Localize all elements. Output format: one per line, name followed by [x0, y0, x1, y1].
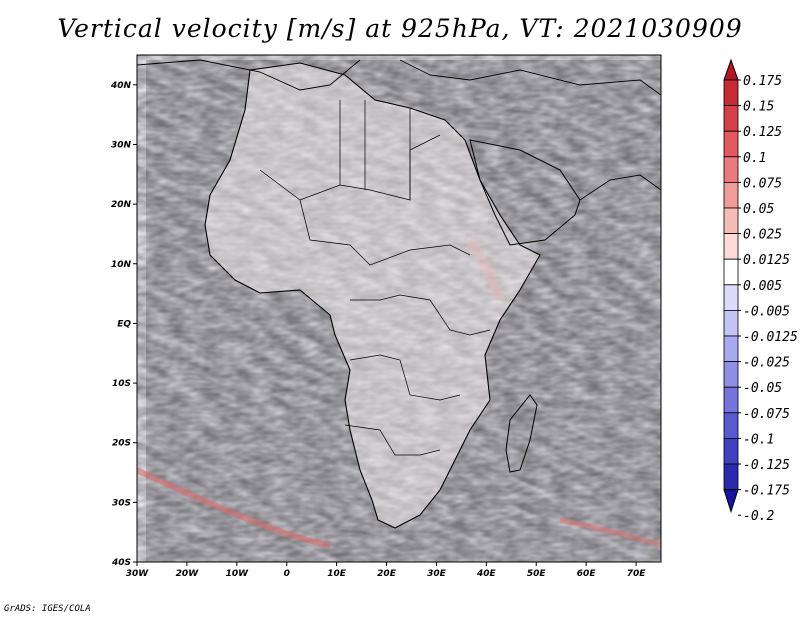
y-tick-label: 10S — [112, 379, 131, 389]
colorbar-swatch — [723, 361, 739, 388]
colorbar-swatch — [723, 463, 739, 491]
colorbar-label: -0.075 — [743, 407, 790, 422]
y-tick-label: 10N — [111, 260, 132, 270]
x-tick-label: 20E — [377, 569, 397, 579]
y-tick-label: 40S — [111, 558, 131, 568]
colorbar-label: 0.025 — [743, 228, 782, 243]
colorbar-swatch — [723, 309, 739, 337]
y-tick-label: 20N — [111, 200, 132, 210]
credit-text: GrADS: IGES/COLA — [4, 604, 91, 614]
country-borders — [259, 100, 491, 456]
y-tick-label: 40N — [110, 81, 132, 91]
colorbar-swatch — [723, 105, 739, 132]
colorbar-swatch — [723, 79, 739, 107]
colorbar-swatch — [723, 156, 739, 183]
colorbar-label: -0.025 — [743, 356, 790, 371]
colorbar-swatch — [723, 335, 739, 363]
colorbar-label: 0.175 — [743, 74, 782, 89]
colorbar-label: -0.175 — [743, 484, 790, 499]
colorbar-label: 0.0125 — [743, 253, 790, 268]
colorbar-swatch — [723, 130, 739, 158]
africa-coastline — [204, 62, 541, 529]
y-tick-label: 30S — [112, 498, 131, 508]
colorbar-bottom-arrow — [723, 489, 739, 514]
colorbar-swatch — [723, 258, 739, 286]
x-axis: 30W 20W 10W 0 10E 20E 30E 40E 50E 60E 70E — [126, 562, 646, 579]
y-axis: 40N 30N 20N 10N EQ 10S 20S 30S 40S — [110, 81, 137, 568]
colorbar-label: 0.005 — [743, 279, 782, 294]
x-tick-label: 30E — [427, 569, 447, 579]
x-tick-label: 40E — [476, 569, 497, 579]
colorbar-swatch — [723, 284, 739, 311]
colorbar-label: -0.125 — [743, 458, 790, 473]
colorbar-label: 0.125 — [743, 125, 782, 140]
colorbar-swatch — [723, 386, 739, 414]
colorbar: 0.175 0.15 0.125 0.1 0.075 0.05 0.025 0.0125 0.0… — [723, 58, 798, 524]
y-tick-label: 20S — [112, 439, 131, 449]
colorbar-label: 0.1 — [743, 151, 766, 166]
colorbar-label: -0.005 — [743, 304, 790, 319]
colorbar-top-arrow — [723, 58, 739, 81]
x-tick-label: 10W — [226, 569, 250, 579]
colorbar-label: 0.15 — [743, 100, 774, 115]
x-tick-label: 30W — [126, 569, 150, 579]
y-tick-label: EQ — [117, 319, 131, 329]
colorbar-label: 0.075 — [743, 176, 782, 191]
madagascar-coastline — [505, 394, 538, 473]
arabia-coastline — [469, 139, 581, 246]
colorbar-label: -0.2 — [743, 509, 774, 524]
colorbar-swatch — [723, 437, 739, 465]
map-title: Vertical velocity [m/s] at 925hPa, VT: 2… — [57, 14, 743, 43]
colorbar-swatch — [723, 412, 739, 439]
colorbar-label: -0.1 — [743, 432, 774, 447]
colorbar-label: 0.05 — [743, 202, 774, 217]
x-tick-label: 0 — [284, 569, 290, 579]
colorbar-label: -0.0125 — [743, 330, 798, 345]
x-tick-label: 70E — [627, 569, 647, 579]
x-tick-label: 10E — [327, 569, 347, 579]
colorbar-swatch — [723, 181, 739, 209]
x-tick-label: 20W — [176, 569, 200, 579]
map-panel — [136, 54, 662, 563]
x-tick-label: 60E — [577, 569, 597, 579]
x-tick-label: 50E — [527, 569, 547, 579]
colorbar-label: -0.05 — [743, 381, 782, 396]
y-tick-label: 30N — [111, 140, 132, 150]
colorbar-swatch — [723, 233, 739, 260]
colorbar-swatch — [723, 207, 739, 235]
